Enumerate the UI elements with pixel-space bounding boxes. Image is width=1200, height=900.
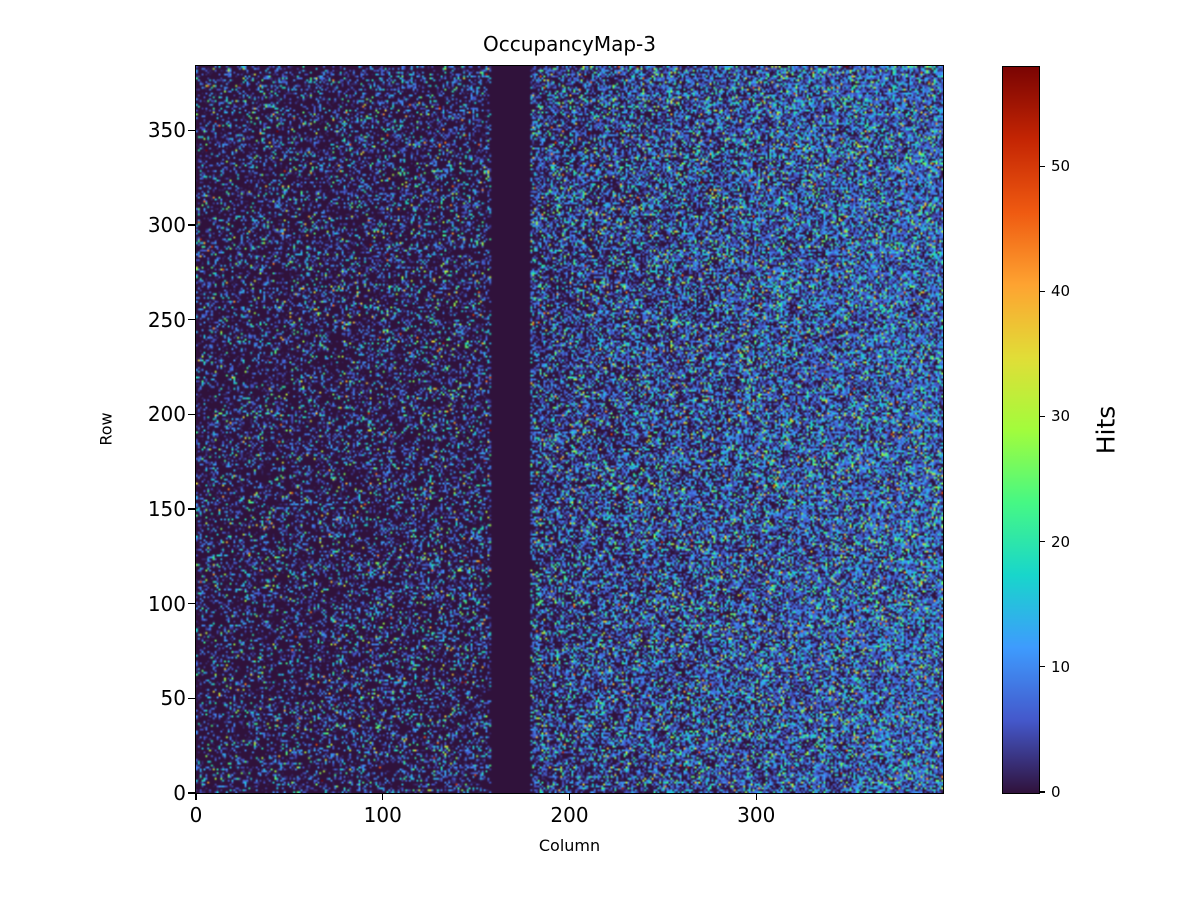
x-tick-label: 0 bbox=[189, 803, 203, 827]
colorbar bbox=[1002, 66, 1040, 794]
colorbar-tick-mark bbox=[1040, 415, 1045, 418]
x-tick-label: 100 bbox=[363, 803, 402, 827]
colorbar-tick-mark bbox=[1040, 541, 1045, 543]
y-tick-label: 100 bbox=[147, 591, 186, 616]
y-tick-mark bbox=[188, 697, 195, 699]
colorbar-tick-mark bbox=[1040, 666, 1045, 668]
x-tick-mark bbox=[382, 794, 384, 800]
y-tick-mark bbox=[188, 603, 195, 605]
x-tick-label: 300 bbox=[737, 803, 776, 827]
heatmap-canvas bbox=[196, 66, 943, 793]
chart-title: OccupancyMap-3 bbox=[482, 32, 657, 56]
y-tick-label: 300 bbox=[147, 213, 186, 238]
colorbar-tick-label: 0 bbox=[1051, 783, 1061, 801]
heatmap-plot-area bbox=[195, 65, 944, 794]
colorbar-label: Hits bbox=[1091, 405, 1121, 455]
x-axis-label: Column bbox=[538, 836, 601, 855]
colorbar-tick-label: 20 bbox=[1051, 532, 1071, 551]
y-tick-mark bbox=[188, 319, 195, 321]
colorbar-tick-mark bbox=[1040, 290, 1045, 292]
colorbar-tick-label: 40 bbox=[1051, 282, 1071, 301]
y-tick-label: 200 bbox=[147, 402, 186, 427]
y-tick-mark bbox=[188, 792, 195, 794]
y-tick-label: 150 bbox=[147, 497, 186, 522]
y-tick-mark bbox=[188, 413, 195, 415]
y-tick-label: 50 bbox=[160, 686, 186, 711]
y-tick-label: 350 bbox=[147, 118, 186, 143]
colorbar-tick-label: 30 bbox=[1051, 407, 1071, 426]
x-tick-mark bbox=[568, 794, 571, 800]
colorbar-tick-mark bbox=[1040, 791, 1045, 793]
x-tick-mark bbox=[195, 794, 197, 800]
y-tick-label: 250 bbox=[147, 307, 186, 332]
colorbar-tick-label: 10 bbox=[1051, 657, 1071, 676]
x-tick-mark bbox=[755, 794, 757, 800]
colorbar-tick-label: 50 bbox=[1051, 157, 1071, 176]
y-tick-mark bbox=[188, 224, 195, 226]
y-tick-mark bbox=[188, 508, 195, 510]
colorbar-tick-mark bbox=[1040, 165, 1045, 167]
y-tick-label: 0 bbox=[173, 781, 186, 805]
x-tick-label: 200 bbox=[550, 803, 589, 827]
y-tick-mark bbox=[188, 129, 195, 131]
